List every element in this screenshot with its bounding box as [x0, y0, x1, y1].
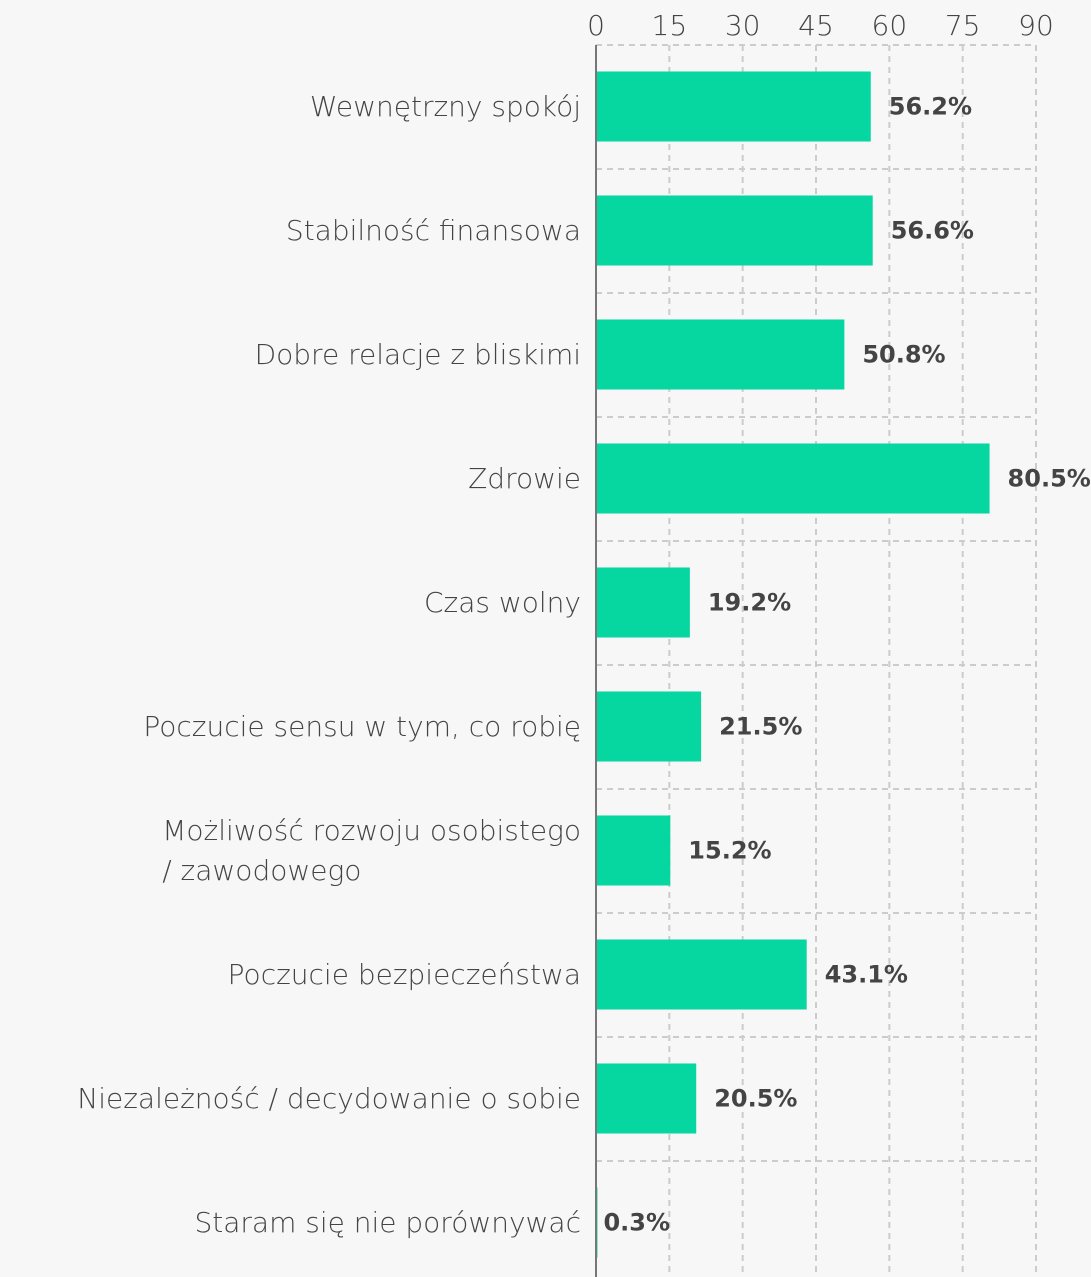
- x-tick-label: 60: [872, 9, 908, 42]
- value-label: 56.6%: [891, 217, 974, 245]
- value-label: 56.2%: [889, 93, 972, 121]
- category-label: Dobre relacje z bliskimi: [255, 335, 581, 375]
- category-text: Zdrowie: [468, 461, 581, 495]
- category-text: Staram się nie porównywać: [194, 1205, 581, 1239]
- bar: [596, 815, 671, 886]
- category-label: Zdrowie: [468, 459, 581, 499]
- value-label: 0.3%: [603, 1209, 670, 1237]
- x-tick-label: 45: [798, 9, 834, 42]
- bar: [596, 567, 690, 638]
- category-label: Poczucie sensu w tym, co robię: [143, 707, 581, 747]
- value-label: 19.2%: [708, 589, 791, 617]
- x-tick-label: 90: [1018, 9, 1054, 42]
- category-label: Staram się nie porównywać: [194, 1203, 581, 1243]
- category-text: Czas wolny: [423, 585, 581, 619]
- bar: [596, 1063, 697, 1134]
- x-tick-label: 75: [945, 9, 981, 42]
- bar: [596, 939, 807, 1010]
- x-tick-label: 15: [652, 9, 688, 42]
- category-label: Czas wolny: [424, 583, 581, 623]
- bar: [596, 195, 873, 266]
- value-label: 80.5%: [1008, 465, 1091, 493]
- bar: [596, 691, 702, 762]
- category-text: Możliwość rozwoju osobistego / zawodoweg…: [162, 813, 581, 887]
- value-label: 21.5%: [719, 713, 802, 741]
- bar: [596, 71, 871, 142]
- category-label: Wewnętrzny spokój: [310, 87, 581, 127]
- category-label: Niezależność / decydowanie o sobie: [77, 1079, 581, 1119]
- value-label: 43.1%: [825, 961, 908, 989]
- category-text: Poczucie sensu w tym, co robię: [143, 709, 581, 743]
- x-tick-label: 30: [725, 9, 761, 42]
- category-text: Dobre relacje z bliskimi: [254, 337, 581, 371]
- category-text: Wewnętrzny spokój: [309, 89, 581, 123]
- category-label: Poczucie bezpieczeństwa: [228, 955, 581, 995]
- value-label: 50.8%: [862, 341, 945, 369]
- category-text: Poczucie bezpieczeństwa: [227, 957, 581, 991]
- category-text: Stabilność finansowa: [285, 213, 581, 247]
- value-label: 15.2%: [688, 837, 771, 865]
- value-label: 20.5%: [714, 1085, 797, 1113]
- bar: [596, 319, 845, 390]
- category-text: Niezależność / decydowanie o sobie: [77, 1081, 581, 1115]
- category-label: Możliwość rozwoju osobistego / zawodoweg…: [162, 811, 581, 891]
- x-tick-label: 0: [587, 9, 605, 42]
- category-label: Stabilność finansowa: [286, 211, 581, 251]
- bar: [596, 443, 990, 514]
